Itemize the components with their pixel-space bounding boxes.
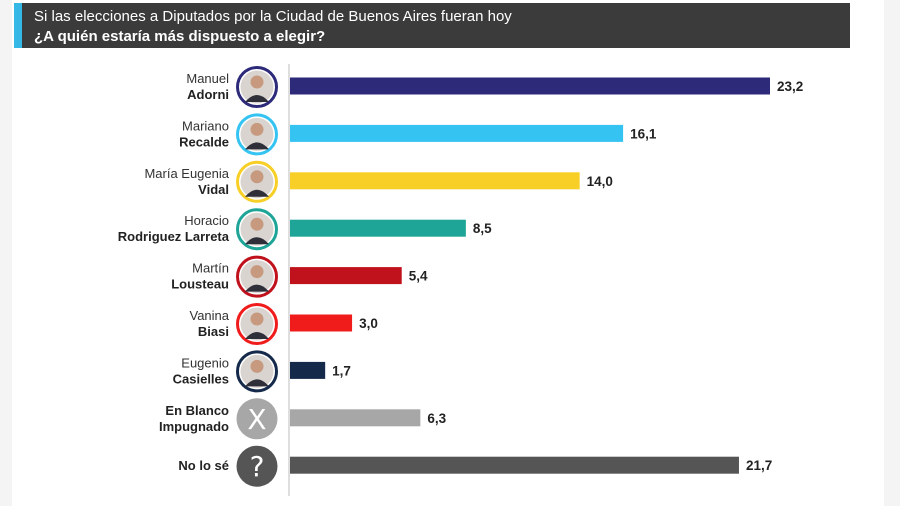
question-icon-circle <box>236 445 278 487</box>
bar <box>290 124 624 142</box>
bar <box>290 219 466 237</box>
candidate-first-name: Vanina <box>189 308 229 323</box>
bar-value-label: 21,7 <box>746 458 772 473</box>
candidate-last-name: Biasi <box>198 324 229 339</box>
candidate-first-name: Manuel <box>186 71 229 86</box>
bar <box>290 172 580 190</box>
candidate-first-name: Mariano <box>182 118 229 133</box>
avatar-head-icon <box>250 359 264 373</box>
candidate-first-name: Horacio <box>184 213 229 228</box>
bar-value-label: 23,2 <box>777 79 803 94</box>
x-icon: X <box>247 403 266 436</box>
avatar-body-icon <box>245 142 269 150</box>
avatar-head-icon <box>250 312 264 326</box>
chart-subtitle: Si las elecciones a Diputados por la Ciu… <box>34 8 512 25</box>
candidate-last-name: Lousteau <box>171 277 229 292</box>
avatar-head-icon <box>250 170 264 184</box>
candidate-last-name: Rodriguez Larreta <box>118 229 230 244</box>
candidate-last-name: Recalde <box>179 134 229 149</box>
category-label: No lo sé <box>178 458 229 473</box>
x-icon-circle <box>236 398 278 440</box>
candidate-first-name: María Eugenia <box>144 166 229 181</box>
bar-value-label: 14,0 <box>587 174 613 189</box>
avatar-head-icon <box>250 122 264 136</box>
bar-value-label: 6,3 <box>427 411 446 426</box>
candidate-last-name: Vidal <box>198 182 229 197</box>
avatar-head-icon <box>250 75 264 89</box>
bar-value-label: 16,1 <box>630 126 657 141</box>
avatar-body-icon <box>245 237 269 245</box>
avatar-head-icon <box>250 217 264 231</box>
avatar-body-icon <box>245 284 269 292</box>
bar <box>290 314 353 332</box>
bar <box>290 267 402 285</box>
bar-value-label: 3,0 <box>359 316 378 331</box>
category-label-line1: En Blanco <box>165 403 229 418</box>
chart-header: Si las elecciones a Diputados por la Ciu… <box>14 3 850 48</box>
bar-value-label: 5,4 <box>409 269 428 284</box>
bar <box>290 361 326 379</box>
chart-title: ¿A quién estaría más dispuesto a elegir? <box>34 28 326 45</box>
candidate-first-name: Eugenio <box>181 355 229 370</box>
avatar-body-icon <box>245 332 269 339</box>
candidate-first-name: Martín <box>192 261 229 276</box>
avatar-head-icon <box>250 265 264 279</box>
candidate-last-name: Adorni <box>187 87 229 102</box>
header-accent-bar <box>14 3 22 48</box>
bar <box>290 456 739 474</box>
bar <box>290 77 770 95</box>
bar-value-label: 8,5 <box>473 221 492 236</box>
bar-row: 21,7? No lo sé <box>178 445 772 487</box>
bar <box>290 409 421 427</box>
avatar-body-icon <box>245 189 269 197</box>
candidate-last-name: Casielles <box>173 371 229 386</box>
avatar-body-icon <box>245 379 269 387</box>
avatar-body-icon <box>245 95 269 102</box>
category-label-line2: Impugnado <box>159 419 229 434</box>
bar-value-label: 1,7 <box>332 363 351 378</box>
question-icon: ? <box>250 450 265 483</box>
